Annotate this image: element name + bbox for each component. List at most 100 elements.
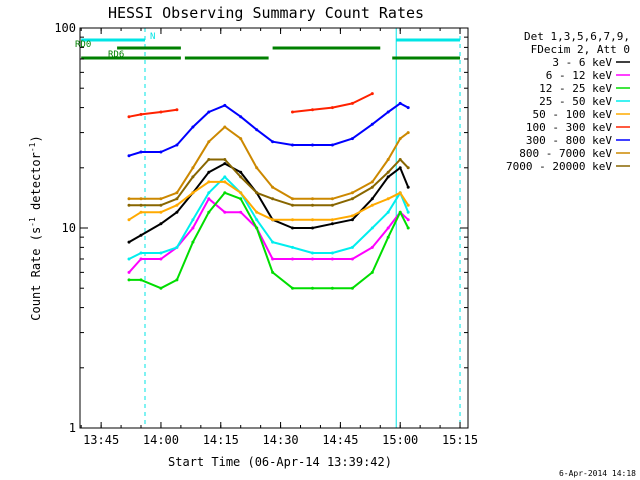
legend-header-line: Det 1,3,5,6,7,9, <box>524 30 630 43</box>
series-point <box>406 218 410 222</box>
series-point <box>139 197 143 201</box>
legend-entry-label: 25 - 50 keV <box>539 95 612 108</box>
y-axis-label-mid: detector <box>29 152 43 217</box>
series-point <box>370 203 374 207</box>
series-point <box>139 112 143 116</box>
series-point <box>386 175 390 179</box>
series-point <box>191 226 195 230</box>
series-point <box>330 257 334 261</box>
series-point <box>159 197 163 201</box>
series-point <box>223 210 227 214</box>
x-tick-label: 14:45 <box>322 433 358 447</box>
y-axis-label-end: ) <box>29 135 43 142</box>
series-point <box>139 150 143 154</box>
series-point <box>291 226 294 230</box>
series-point <box>127 197 131 201</box>
series-point <box>255 218 259 222</box>
series-point <box>159 203 163 207</box>
series-point <box>386 226 390 230</box>
flag-label-rd6: RD6 <box>108 50 124 60</box>
series-point <box>350 257 354 261</box>
legend-entry-label: 50 - 100 keV <box>533 108 613 121</box>
series-point <box>139 233 143 237</box>
y-axis-label-sup2: -1 <box>28 142 37 152</box>
series-point <box>271 270 275 274</box>
series-point <box>291 245 294 249</box>
series-point <box>291 110 294 114</box>
x-tick-label: 15:00 <box>382 433 418 447</box>
series-point <box>370 197 374 201</box>
series-point <box>350 214 354 218</box>
series-point <box>311 203 314 207</box>
series-point <box>350 245 354 249</box>
series-point <box>330 222 334 226</box>
series-point <box>330 106 334 110</box>
series-point <box>139 210 143 214</box>
series-point <box>350 191 354 195</box>
series-point <box>175 210 179 214</box>
series-point <box>207 170 211 174</box>
series-point <box>223 125 227 129</box>
series-point <box>191 125 195 129</box>
series-point <box>291 197 294 201</box>
series-point <box>159 210 163 214</box>
series-point <box>207 210 211 214</box>
series-point <box>255 191 259 195</box>
series-point <box>271 240 275 244</box>
y-tick-label: 10 <box>62 221 76 235</box>
series-point <box>350 286 354 290</box>
series-line <box>129 126 409 200</box>
series-point <box>406 131 410 135</box>
series-point <box>370 270 374 274</box>
series-point <box>223 191 227 195</box>
series-point <box>175 197 179 201</box>
series-point <box>255 210 259 214</box>
series-point <box>311 197 314 201</box>
series-point <box>239 137 243 141</box>
series-point <box>291 218 294 222</box>
legend-entry-label: 100 - 300 keV <box>526 121 612 134</box>
legend-header-line: FDecim 2, Att 0 <box>531 43 630 56</box>
series-point <box>370 180 374 184</box>
x-tick-label: 15:15 <box>442 433 478 447</box>
series-point <box>350 137 354 141</box>
series-point <box>139 278 143 282</box>
y-tick-label: 100 <box>54 21 76 35</box>
legend: Det 1,3,5,6,7,9,FDecim 2, Att 03 - 6 keV… <box>506 30 630 173</box>
series-point <box>127 154 131 158</box>
series-point <box>207 191 211 195</box>
series-point <box>175 245 179 249</box>
series-point <box>139 251 143 255</box>
series-line <box>128 180 410 221</box>
series-point <box>350 197 354 201</box>
series-point <box>311 251 314 255</box>
series-line <box>128 175 410 260</box>
series-point <box>271 197 275 201</box>
series-point <box>223 180 227 184</box>
series-point <box>311 257 314 261</box>
series-point <box>311 286 314 290</box>
series-point <box>223 175 227 179</box>
flag-label-n: N <box>150 32 155 42</box>
series-point <box>239 210 243 214</box>
series-point <box>291 203 294 207</box>
legend-entry-label: 3 - 6 keV <box>552 56 612 69</box>
series-point <box>406 166 410 170</box>
series-point <box>330 143 334 147</box>
flag-label-rd0: RD0 <box>75 40 91 50</box>
series-point <box>239 115 243 119</box>
series-point <box>330 203 334 207</box>
series-point <box>330 251 334 255</box>
series-point <box>271 185 275 189</box>
series-point <box>386 197 390 201</box>
series-point <box>291 257 294 261</box>
series-point <box>127 203 131 207</box>
series-point <box>255 128 259 132</box>
legend-entry-label: 12 - 25 keV <box>539 82 612 95</box>
series-point <box>398 191 402 195</box>
x-tick-label: 14:30 <box>263 433 299 447</box>
series-point <box>239 170 243 174</box>
series-point <box>175 278 179 282</box>
series-point <box>223 158 227 161</box>
